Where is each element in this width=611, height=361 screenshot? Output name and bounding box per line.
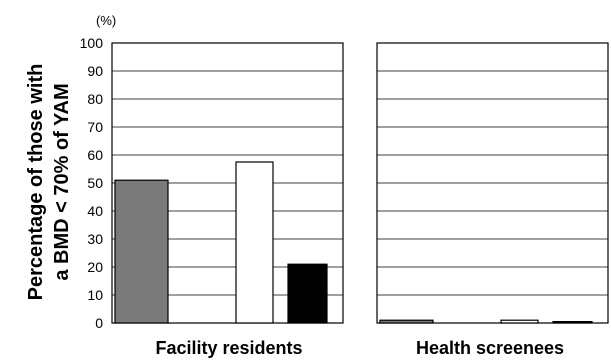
y-tick-label: 30 (87, 231, 103, 247)
y-tick-labels: 0 10 20 30 40 50 60 70 80 90 100 (80, 35, 104, 331)
y-tick-label: 100 (80, 35, 104, 51)
y-tick-label: 80 (87, 91, 103, 107)
y-tick-label: 70 (87, 119, 103, 135)
y-tick-label: 0 (95, 315, 103, 331)
panel (111, 42, 344, 324)
y-tick-label: 40 (87, 203, 103, 219)
category-label-health-screenees: Health screenees (416, 338, 564, 358)
y-tick-label: 10 (87, 287, 103, 303)
y-unit-label: (%) (96, 13, 116, 28)
bar (379, 319, 434, 324)
category-label-facility-residents: Facility residents (155, 338, 302, 358)
bar (235, 161, 274, 324)
panel (376, 42, 609, 324)
y-axis-title-line2: a BMD < 70% of YAM (51, 83, 73, 280)
bar (114, 179, 169, 324)
chart-panels (111, 42, 609, 324)
bar (500, 319, 539, 324)
y-tick-label: 60 (87, 147, 103, 163)
bar (287, 263, 328, 324)
y-tick-label: 20 (87, 259, 103, 275)
y-axis-title-line1: Percentage of those with (25, 64, 47, 301)
bar (552, 321, 593, 324)
y-tick-label: 90 (87, 63, 103, 79)
y-tick-label: 50 (87, 175, 103, 191)
